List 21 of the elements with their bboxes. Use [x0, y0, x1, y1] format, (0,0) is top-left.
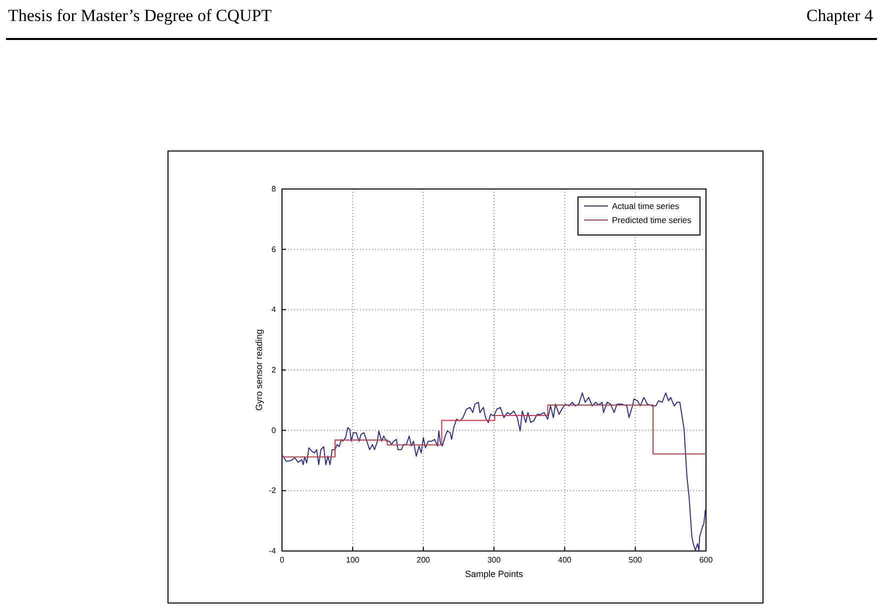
legend-label: Actual time series: [612, 201, 680, 211]
y-tick-label: -2: [268, 486, 277, 496]
y-tick-label: 0: [272, 426, 277, 435]
y-tick-label: 4: [272, 305, 277, 314]
y-tick-label: 6: [272, 244, 277, 254]
line-series: [282, 392, 706, 551]
x-tick-label: 100: [346, 556, 360, 565]
y-tick-label: -4: [268, 546, 277, 556]
text: Chapter 4: [806, 6, 874, 25]
x-tick-label: 600: [699, 556, 714, 565]
x-tick-label: 400: [558, 556, 572, 565]
y-tick-label: 8: [272, 184, 277, 194]
legend-label: Predicted time series: [612, 215, 692, 225]
y-tick-label: 2: [272, 366, 277, 375]
x-axis-title: Sample Points: [464, 569, 524, 579]
x-tick-label: 0: [280, 556, 285, 565]
x-tick-label: 200: [416, 556, 431, 565]
x-tick-label: 300: [487, 556, 502, 565]
text: Thesis for Master’s Degree of CQUPT: [8, 6, 272, 25]
y-axis-title: Gyro sensor reading: [254, 329, 264, 411]
x-tick-label: 500: [628, 556, 643, 565]
